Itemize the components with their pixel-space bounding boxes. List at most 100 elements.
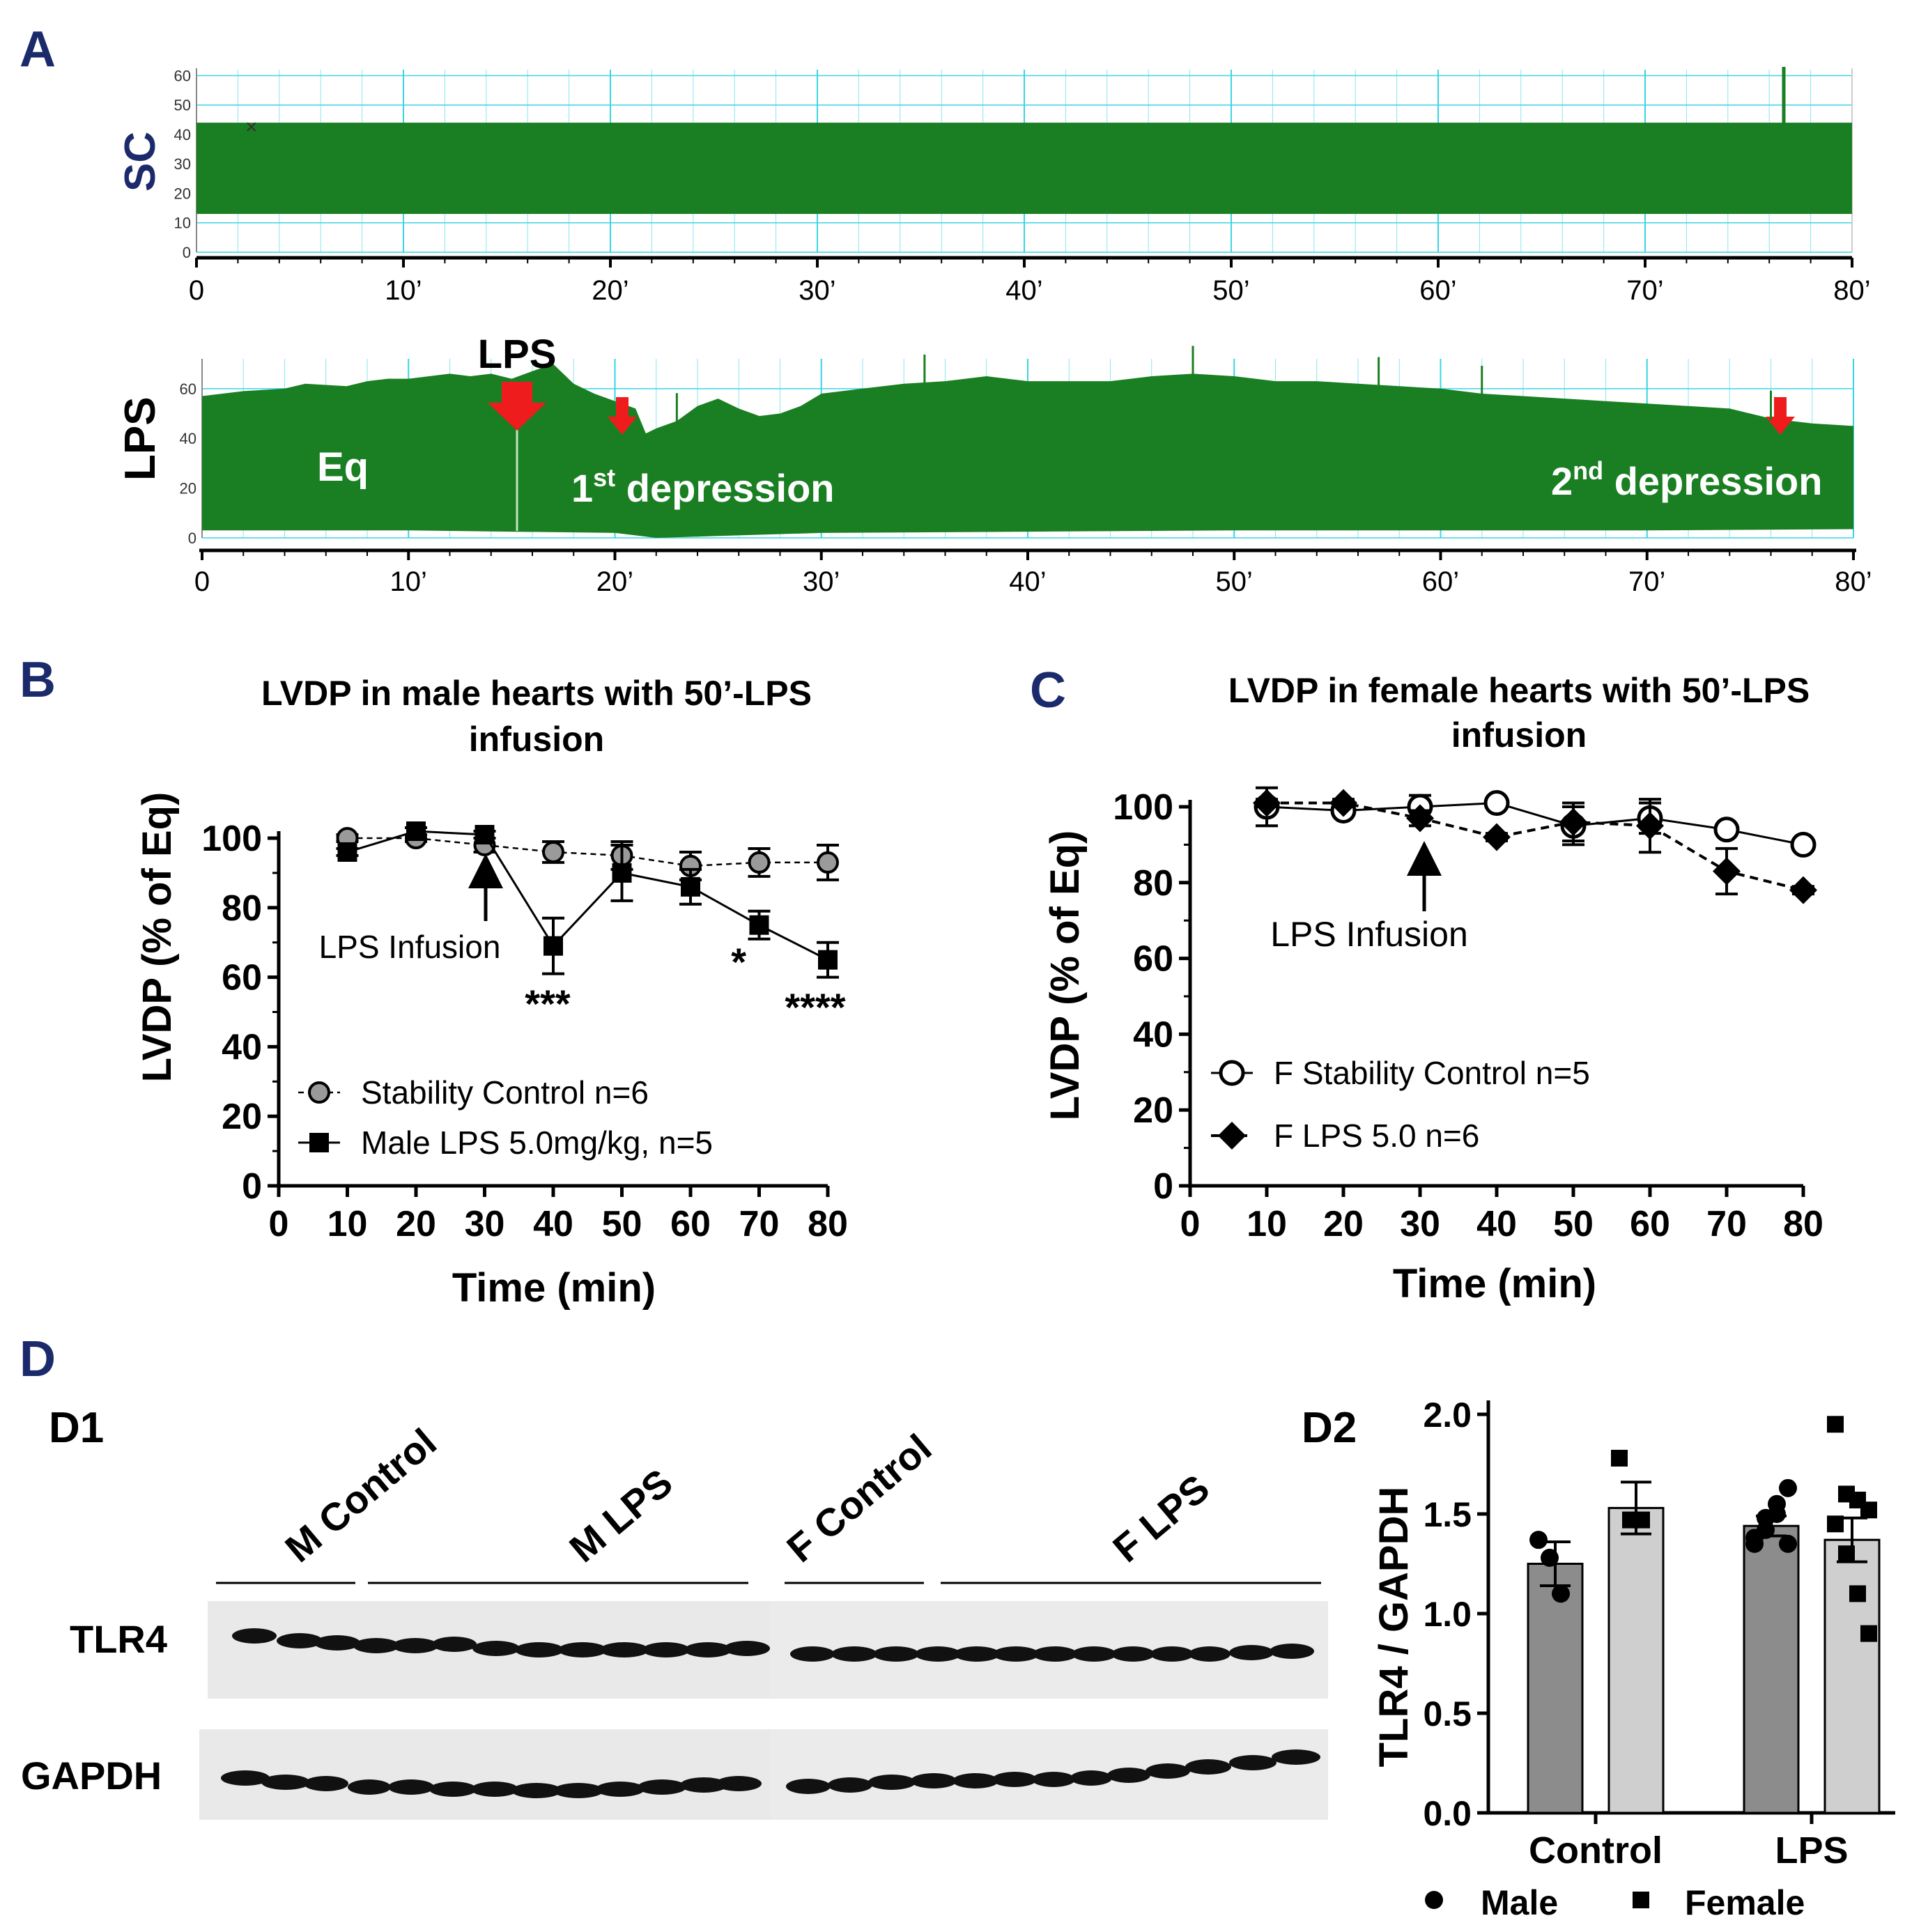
d2-female-point bbox=[1860, 1625, 1877, 1642]
c-x-tick-label: 20 bbox=[1323, 1204, 1364, 1244]
d2-female-point bbox=[1827, 1416, 1844, 1433]
d1-label: D1 bbox=[49, 1404, 104, 1452]
c-y-tick-label: 20 bbox=[1133, 1090, 1173, 1131]
c-point bbox=[1483, 823, 1511, 851]
gapdh-band bbox=[1185, 1759, 1231, 1775]
d2-y-axis-label: TLR4 / GAPDH bbox=[1371, 1487, 1417, 1768]
sc-x-tick-label: 50’ bbox=[1212, 275, 1249, 306]
blot-label-tlr4: TLR4 bbox=[70, 1617, 167, 1661]
d2-legend: Male Female bbox=[1425, 1883, 1805, 1922]
c-x-tick-label: 40 bbox=[1476, 1204, 1517, 1244]
sc-y-tick-label: 30 bbox=[174, 155, 191, 173]
b-y-axis-label: LVDP (% of Eq) bbox=[134, 792, 180, 1083]
blot-bands bbox=[221, 1628, 1320, 1798]
first-depression-arrow bbox=[608, 397, 637, 435]
tlr4-band bbox=[1111, 1646, 1155, 1662]
gapdh-band bbox=[304, 1776, 348, 1791]
c-y-tick-label: 60 bbox=[1133, 939, 1173, 980]
lps-arrow-label: LPS bbox=[478, 332, 557, 377]
d2-y-tick-label: 1.5 bbox=[1423, 1495, 1472, 1534]
c-x-axis-label: Time (min) bbox=[1393, 1261, 1596, 1306]
d2-bar bbox=[1823, 1538, 1881, 1814]
d2-y-tick-label: 0.0 bbox=[1423, 1794, 1472, 1833]
panel-letter-b: B bbox=[20, 652, 56, 708]
b-axes: 0 20 40 60 80 100 0 10 20 30 40 50 60 70 80 bbox=[201, 819, 848, 1244]
gapdh-band bbox=[953, 1773, 998, 1788]
c-x-tick-label: 70 bbox=[1706, 1204, 1747, 1244]
c-y-tick-label: 0 bbox=[1153, 1166, 1173, 1207]
b-lps-infusion-label: LPS Infusion bbox=[319, 929, 501, 965]
tlr4-band bbox=[1072, 1646, 1116, 1662]
blot-group-m-control: M Control bbox=[277, 1420, 445, 1570]
b-legend: Stability Control n=6 Male LPS 5.0mg/kg, … bbox=[298, 1074, 713, 1161]
lps-y-tick-label: 40 bbox=[180, 430, 196, 447]
western-blot: M Control M LPS F Control F LPS TLR4 GAP… bbox=[21, 1420, 1328, 1820]
b-x-tick-label: 40 bbox=[533, 1204, 573, 1244]
d2-male-point bbox=[1757, 1520, 1775, 1539]
c-legend: F Stability Control n=5 F LPS 5.0 n=6 bbox=[1211, 1055, 1590, 1154]
b-series-line bbox=[347, 830, 828, 961]
tlr4-band bbox=[277, 1633, 323, 1648]
panel-letter-a: A bbox=[20, 22, 56, 77]
lps-big-arrow bbox=[488, 382, 546, 431]
d2-bar bbox=[1607, 1506, 1665, 1814]
sc-x-ticks: 0 10’ 20’ 30’ 40’ 50’ 60’ 70’ 80’ bbox=[189, 258, 1871, 306]
b-significance: ******** bbox=[525, 940, 845, 1029]
gapdh-band bbox=[1070, 1770, 1112, 1786]
d2-male-point bbox=[1768, 1505, 1786, 1523]
tlr4-band bbox=[1229, 1645, 1274, 1660]
d2-female-point bbox=[1838, 1545, 1855, 1563]
c-point bbox=[1789, 876, 1817, 904]
sc-x-tick-label: 10’ bbox=[385, 275, 422, 306]
tlr4-band bbox=[993, 1646, 1039, 1662]
sc-x-tick-label: 40’ bbox=[1005, 275, 1042, 306]
d2-female-point bbox=[1633, 1511, 1650, 1529]
panel-letter-d: D bbox=[20, 1331, 56, 1387]
tlr4-band bbox=[353, 1638, 399, 1653]
second-depression-arrow bbox=[1766, 397, 1795, 435]
legend-male-label: Male bbox=[1481, 1883, 1558, 1922]
b-title-line-1: LVDP in male hearts with 50’-LPS bbox=[261, 674, 812, 713]
b-x-tick-label: 60 bbox=[670, 1204, 711, 1244]
gapdh-band bbox=[429, 1782, 477, 1797]
tlr4-band bbox=[684, 1642, 732, 1657]
c-point bbox=[1790, 831, 1817, 858]
sc-y-tick-label: 50 bbox=[174, 97, 191, 114]
tlr4-band bbox=[1033, 1646, 1077, 1662]
blot-group-m-lps: M LPS bbox=[561, 1460, 681, 1570]
c-lps-infusion-label: LPS Infusion bbox=[1270, 915, 1468, 954]
lps-x-tick-label: 70’ bbox=[1628, 566, 1665, 597]
d2-category-label: LPS bbox=[1775, 1830, 1848, 1871]
sc-x-tick-label: 20’ bbox=[592, 275, 628, 306]
c-x-tick-label: 60 bbox=[1630, 1204, 1670, 1244]
d2-male-point bbox=[1779, 1534, 1797, 1553]
tlr4-band bbox=[515, 1642, 564, 1657]
b-significance-mark: **** bbox=[785, 985, 845, 1029]
lps-y-label: LPS bbox=[116, 396, 164, 481]
c-point bbox=[1406, 804, 1434, 833]
gapdh-band bbox=[1229, 1755, 1277, 1770]
b-significance-mark: *** bbox=[525, 982, 571, 1026]
c-x-tick-label: 0 bbox=[1180, 1204, 1201, 1244]
tlr4-band bbox=[600, 1642, 649, 1657]
gapdh-band bbox=[221, 1770, 270, 1786]
c-y-axis-label: LVDP (% of Eq) bbox=[1042, 830, 1088, 1121]
gapdh-band bbox=[911, 1773, 957, 1788]
lps-x-tick-label: 10’ bbox=[390, 566, 427, 597]
b-x-tick-label: 30 bbox=[465, 1204, 505, 1244]
tlr4-band bbox=[724, 1641, 770, 1656]
b-point bbox=[475, 825, 495, 845]
c-y-tick-label: 80 bbox=[1133, 863, 1173, 904]
sc-x-tick-label: 30’ bbox=[799, 275, 835, 306]
b-point bbox=[337, 842, 357, 862]
gapdh-band bbox=[992, 1772, 1037, 1787]
b-y-tick-label: 60 bbox=[222, 958, 262, 998]
c-point bbox=[1636, 812, 1664, 840]
lps-x-tick-label: 80’ bbox=[1835, 566, 1872, 597]
tlr4-band bbox=[954, 1646, 1000, 1662]
c-axes: 0 20 40 60 80 100 0 10 20 30 40 50 60 70 80 bbox=[1113, 787, 1823, 1244]
sc-y-tick-label: 20 bbox=[174, 185, 191, 202]
gapdh-band bbox=[1107, 1768, 1150, 1783]
c-y-tick-label: 40 bbox=[1133, 1014, 1173, 1055]
d2-label: D2 bbox=[1302, 1404, 1357, 1452]
